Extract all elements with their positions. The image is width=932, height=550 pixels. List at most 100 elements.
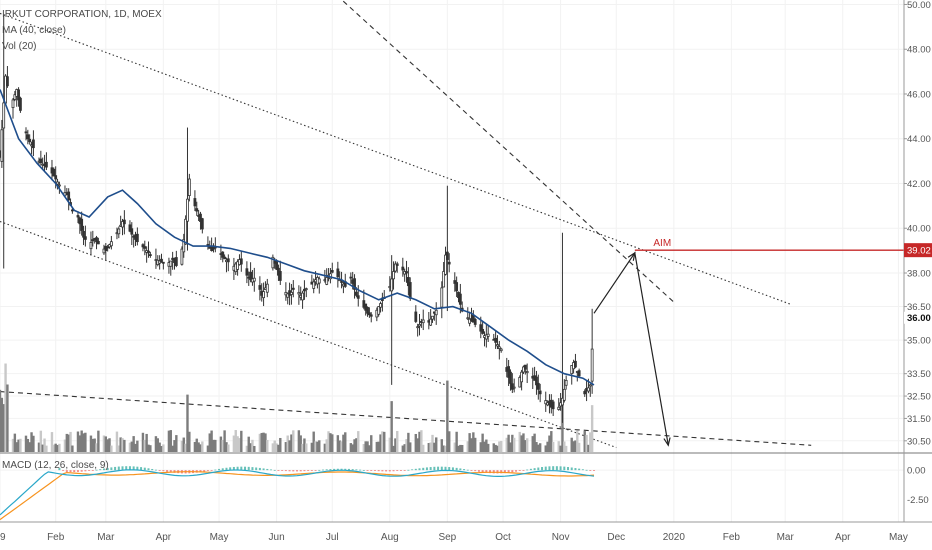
macd-histogram-bar [99,469,102,471]
volume-bar [223,430,226,452]
volume-bar [509,442,512,452]
volume-bar [512,437,516,452]
macd-histogram-bar [529,468,532,471]
macd-histogram-bar [522,470,525,471]
candle-body [169,260,173,267]
volume-bar [453,442,456,452]
volume-bar [329,433,332,452]
candle-body [535,376,538,386]
macd-histogram-bar [244,466,247,471]
candle-body [590,348,594,382]
price-tick-label: 33.50 [907,369,931,380]
volume-bar [95,443,98,452]
volume-bar [299,435,302,452]
volume-bar [6,384,9,452]
macd-histogram-bar [385,470,388,472]
candle-body [28,138,32,143]
aim-label: AIM [653,238,671,249]
volume-bar [117,445,121,452]
candle-body [442,271,446,288]
macd-histogram-bar [95,469,98,471]
macd-histogram-bar [214,469,217,471]
volume-bar [132,436,135,452]
macd-histogram-bar [429,467,432,471]
volume-bar [472,432,475,452]
volume-bar [305,443,308,452]
candle-body [468,318,472,324]
volume-bar [457,445,460,452]
candle-body [96,240,100,245]
volume-bar [208,433,211,452]
candle-body [221,251,225,258]
candle-body [395,263,399,266]
candle-body [109,241,113,247]
volume-bar [28,442,31,452]
macd-histogram-bar [273,469,276,471]
candle-body [135,233,139,243]
macd-histogram-bar [199,470,202,473]
volume-bar [576,430,579,452]
volume-bar [277,444,280,452]
macd-histogram-bar [548,466,551,471]
candle-body [455,282,459,292]
volume-bar [459,444,462,452]
volume-bar [548,435,551,452]
volume-bar [108,438,111,452]
macd-histogram-bar [158,470,161,471]
volume-bar [362,444,366,452]
candle-body [512,386,516,389]
time-tick-label: Feb [723,532,741,543]
volume-bar [314,441,317,452]
candle-body [13,94,17,100]
volume-legend[interactable]: Vol (20) [2,41,37,52]
macd-histogram-bar [232,466,235,471]
volume-bar [403,444,406,452]
macd-histogram-bar [143,467,146,471]
macd-histogram-bar [507,470,510,473]
volume-bar [505,437,508,452]
volume-bar [160,445,163,452]
volume-bar [93,438,96,452]
macd-histogram-bar [62,470,65,471]
volume-bar [507,434,510,452]
volume-bar [392,445,395,452]
arrow-head-up [627,251,636,261]
macd-histogram-bar [218,468,221,471]
arrow-head-down [663,437,671,447]
macd-histogram-bar [399,470,402,471]
volume-bar [533,433,536,452]
macd-histogram-bar [437,466,440,471]
volume-bar [275,443,278,452]
candle-body [91,239,95,242]
volume-bar [288,440,291,452]
candle-body [317,278,321,284]
volume-bar [563,441,566,452]
volume-bar [245,445,249,452]
time-tick-label: Mar [777,532,795,543]
macd-histogram-bar [325,469,328,471]
volume-bar [520,435,523,452]
volume-bar [78,435,82,452]
macd-histogram-bar [336,468,339,471]
volume-bar [570,437,573,452]
macd-legend[interactable]: MACD (12, 26, close, 9) [2,460,109,471]
macd-histogram-bar [585,469,588,471]
macd-histogram-bar [329,469,332,471]
volume-bar [323,443,327,452]
candle-body [466,317,470,320]
ma-legend[interactable]: MA (40, close) [2,25,66,36]
volume-bar [499,440,503,452]
symbol-legend[interactable]: IRKUT CORPORATION, 1D, MOEX [2,9,162,20]
volume-bar [442,445,445,452]
volume-bar [483,441,486,452]
candle-body [551,401,555,410]
candle-body [199,213,202,222]
volume-bar [238,438,241,452]
candle-body [367,312,371,316]
macd-histogram-bar [91,470,94,471]
volume-bar [418,431,421,452]
candle-body [349,276,353,279]
volume-bar [115,431,119,452]
volume-bar [89,435,93,452]
